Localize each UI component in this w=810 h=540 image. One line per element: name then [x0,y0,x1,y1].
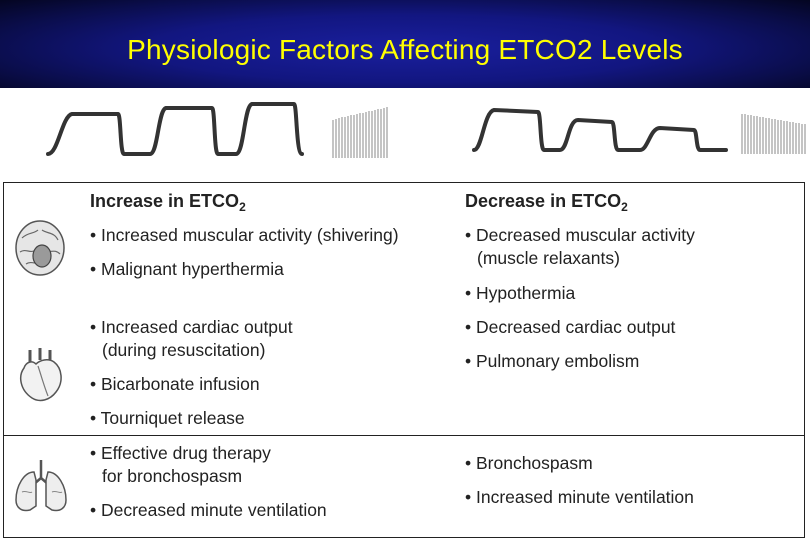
brain-icon [15,220,65,276]
capnography-waveforms [46,102,806,158]
decrease-item-increased-ventilation: • Increased minute ventilation [465,487,694,507]
slide-title: Physiologic Factors Affecting ETCO2 Leve… [127,34,683,65]
increase-item-decreased-ventilation: • Decreased minute ventilation [90,500,327,520]
decreasing-trend-compressed [741,114,806,154]
increase-item-cardiac-output: • Increased cardiac output (during resus… [90,317,293,360]
increase-item-shivering: • Increased muscular activity (shivering… [90,225,399,245]
decrease-column-header: Decrease in ETCO2 [465,191,628,214]
increasing-trend-compressed [332,107,388,158]
decrease-item-pulmonary-embolism: • Pulmonary embolism [465,351,640,371]
decrease-item-bronchospasm: • Bronchospasm [465,453,593,473]
increase-item-tourniquet: • Tourniquet release [90,408,245,428]
etco2-factors-table [3,182,805,538]
decrease-item-muscular-activity: • Decreased muscular activity (muscle re… [465,225,695,268]
increasing-waveform [46,102,304,156]
increase-item-malignant-hyperthermia: • Malignant hyperthermia [90,259,284,279]
decrease-item-cardiac-output: • Decreased cardiac output [465,317,676,337]
increase-column-header: Increase in ETCO2 [90,191,246,214]
title-banner: Physiologic Factors Affecting ETCO2 Leve… [0,0,810,88]
increase-item-bicarbonate: • Bicarbonate infusion [90,374,260,394]
heart-icon [19,348,62,402]
decreasing-waveform [472,107,728,152]
lungs-icon [15,460,67,512]
increase-item-drug-therapy: • Effective drug therapy for bronchospas… [90,443,271,486]
decrease-item-hypothermia: • Hypothermia [465,283,576,303]
row-divider [3,435,805,436]
